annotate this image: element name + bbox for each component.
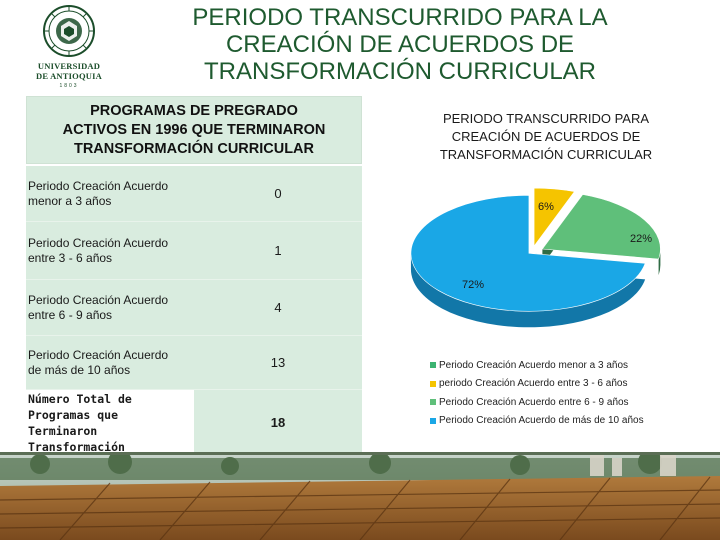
row-label: Periodo Creación Acuerdo de más de 10 añ… xyxy=(26,348,194,378)
logo-text-line1: UNIVERSIDAD xyxy=(37,61,101,71)
row-label-line: entre 3 - 6 años xyxy=(28,250,113,265)
total-label: Número Total de Programas que Terminaron… xyxy=(26,389,194,470)
chart-title-line: TRANSFORMACIÓN CURRICULAR xyxy=(439,147,653,162)
legend-swatch xyxy=(430,399,436,406)
table-header-line: ACTIVOS EN 1996 QUE TERMINARON xyxy=(62,121,326,138)
pie-chart: 6% 22% 72% xyxy=(410,187,661,328)
row-label-line: Periodo Creación Acuerdo xyxy=(28,235,169,250)
pie-data-label: 22% xyxy=(630,233,652,245)
chart-title-line: CREACIÓN DE ACUERDOS DE xyxy=(451,129,641,144)
row-label-line: de más de 10 años xyxy=(28,362,131,377)
table-header-line: TRANSFORMACIÓN CURRICULAR xyxy=(73,140,315,157)
pie-data-label: 72% xyxy=(462,279,484,291)
table-header: PROGRAMAS DE PREGRADO ACTIVOS EN 1996 QU… xyxy=(26,96,362,164)
table-body: Periodo Creación Acuerdo menor a 3 años … xyxy=(26,166,362,470)
logo-text-line2: DE ANTIOQUIA xyxy=(36,71,102,81)
row-label: Periodo Creación Acuerdo entre 3 - 6 año… xyxy=(26,236,194,266)
pie-slice xyxy=(533,187,575,248)
row-label-line: entre 6 - 9 años xyxy=(28,307,113,322)
chart-legend: Periodo Creación Acuerdo menor a 3 años p… xyxy=(430,356,720,430)
total-value: 18 xyxy=(270,415,286,430)
slide-title-line: PERIODO TRANSCURRIDO PARA LA xyxy=(192,4,608,31)
total-label-line: Terminaron xyxy=(28,423,98,438)
legend-item: Periodo Creación Acuerdo de más de 10 añ… xyxy=(430,412,720,431)
legend-item: Periodo Creación Acuerdo entre 6 - 9 año… xyxy=(430,393,720,412)
row-label: Periodo Creación Acuerdo entre 6 - 9 año… xyxy=(26,293,194,323)
legend-swatch xyxy=(430,380,436,387)
legend-swatch xyxy=(430,417,436,424)
total-label-line: Programas que xyxy=(28,407,119,422)
row-label-line: menor a 3 años xyxy=(28,193,112,208)
legend-item: periodo Creación Acuerdo entre 3 - 6 año… xyxy=(430,375,720,394)
row-value: 4 xyxy=(274,300,282,315)
table-row-total: Número Total de Programas que Terminaron… xyxy=(26,389,362,470)
legend-label: Periodo Creación Acuerdo menor a 3 años xyxy=(439,359,629,371)
row-value: 0 xyxy=(274,186,282,201)
table-row: Periodo Creación Acuerdo entre 6 - 9 año… xyxy=(26,280,362,336)
slide-title-line: TRANSFORMACIÓN CURRICULAR xyxy=(203,58,596,85)
table-header-line: PROGRAMAS DE PREGRADO xyxy=(90,102,298,119)
table-row: Periodo Creación Acuerdo menor a 3 años … xyxy=(26,166,362,222)
logo-year: 1803 xyxy=(59,83,79,89)
legend-label: periodo Creación Acuerdo entre 3 - 6 año… xyxy=(439,378,628,390)
slide-title-line: CREACIÓN DE ACUERDOS DE xyxy=(225,31,575,58)
row-label-line: Periodo Creación Acuerdo xyxy=(28,347,169,362)
programs-table: PROGRAMAS DE PREGRADO ACTIVOS EN 1996 QU… xyxy=(26,96,362,470)
pie-slice xyxy=(541,194,661,260)
legend-item: Periodo Creación Acuerdo menor a 3 años xyxy=(430,356,720,375)
pie-data-label: 6% xyxy=(538,201,554,213)
university-logo: UNIVERSIDAD DE ANTIOQUIA 1803 xyxy=(28,4,110,90)
pie-slice xyxy=(410,194,646,312)
legend-swatch xyxy=(430,362,436,369)
row-label-line: Periodo Creación Acuerdo xyxy=(28,292,169,307)
row-label: Periodo Creación Acuerdo menor a 3 años xyxy=(26,179,194,209)
university-seal-icon xyxy=(43,5,95,57)
row-value: 13 xyxy=(270,355,286,370)
table-row: Periodo Creación Acuerdo de más de 10 añ… xyxy=(26,336,362,390)
total-label-line: Número Total de xyxy=(28,391,132,406)
row-value: 1 xyxy=(274,243,282,258)
table-row: Periodo Creación Acuerdo entre 3 - 6 año… xyxy=(26,222,362,280)
chart-title-line: PERIODO TRANSCURRIDO PARA xyxy=(442,111,650,126)
slide-title: PERIODO TRANSCURRIDO PARA LA CREACIÓN DE… xyxy=(120,4,680,85)
legend-label: Periodo Creación Acuerdo de más de 10 añ… xyxy=(439,415,644,427)
legend-label: Periodo Creación Acuerdo entre 6 - 9 año… xyxy=(439,396,629,408)
chart-title: PERIODO TRANSCURRIDO PARA CREACIÓN DE AC… xyxy=(412,110,680,164)
row-label-line: Periodo Creación Acuerdo xyxy=(28,178,169,193)
campus-photo xyxy=(0,452,720,540)
